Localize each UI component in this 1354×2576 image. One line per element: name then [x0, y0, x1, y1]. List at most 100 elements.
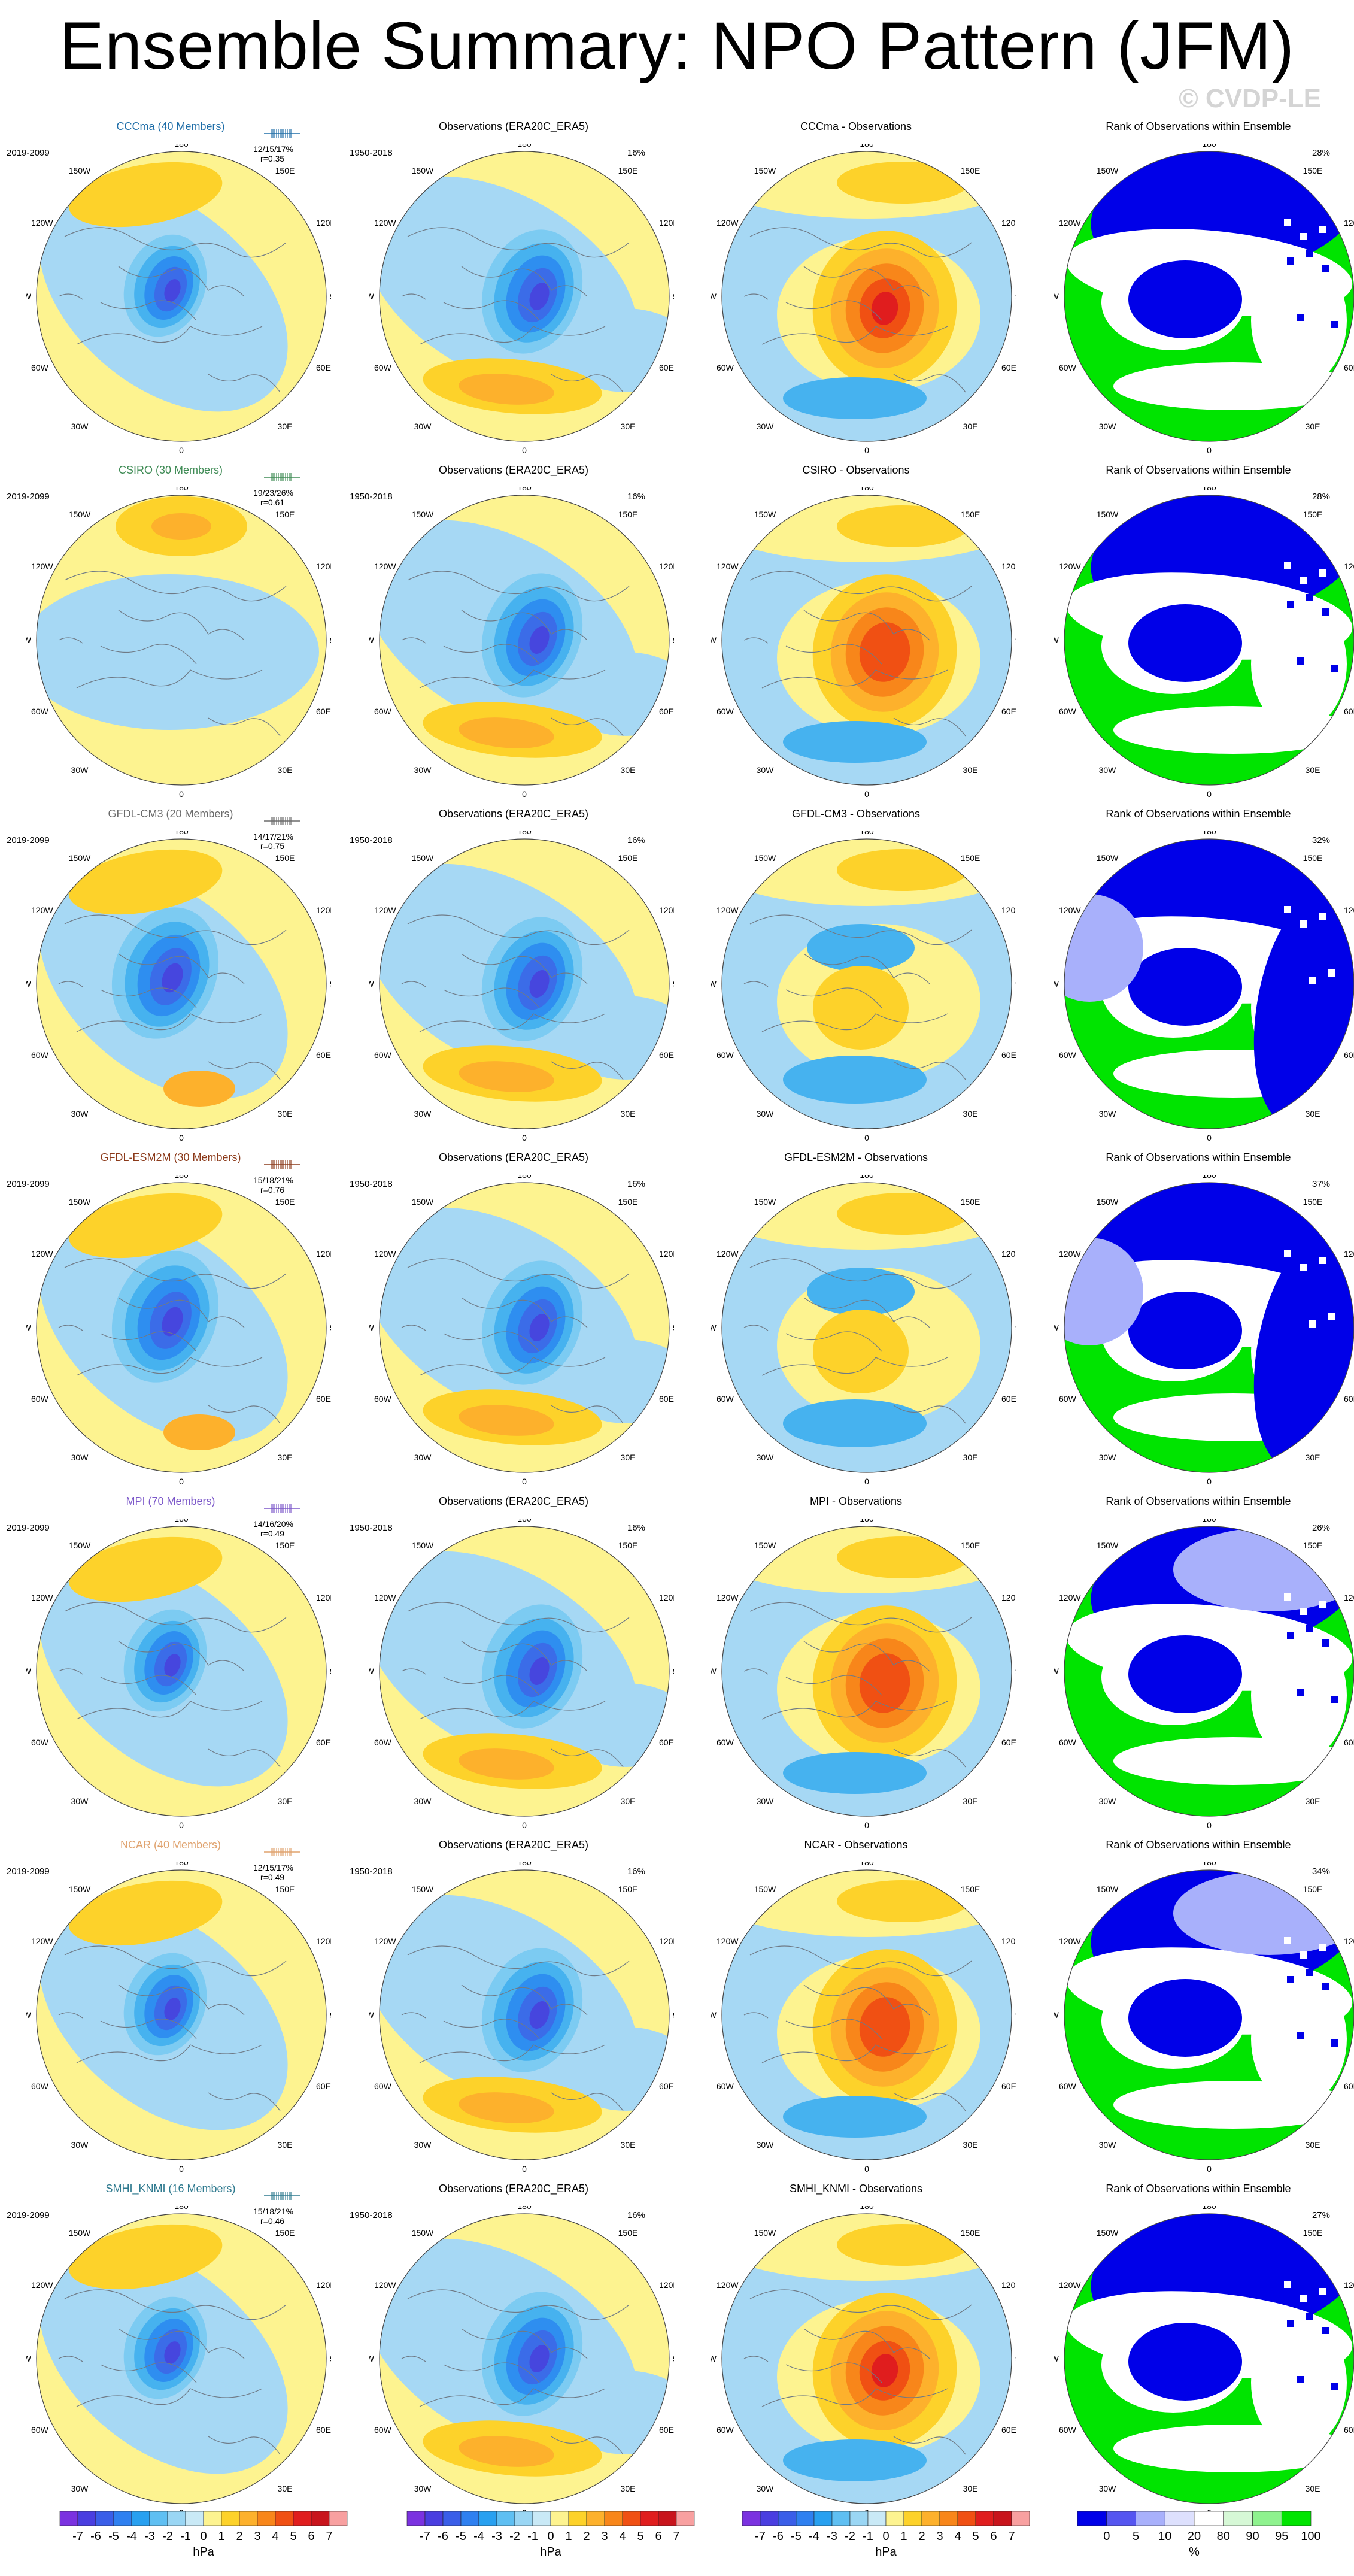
rank-cell: [1309, 1320, 1316, 1328]
panel-difference: NCAR - Observations 180 0 90W 90E 150W 150E 120…: [688, 1838, 1024, 2182]
map-label-upper_left: 150W: [69, 166, 91, 175]
coastline: [58, 2012, 83, 2019]
panel-rank: Rank of Observations within Ensemble 28% 1…: [1031, 463, 1354, 807]
colorbar-tick-label: 6: [655, 2530, 661, 2543]
map-label-top: 180: [860, 1862, 874, 1867]
rank-region: [1113, 2425, 1353, 2472]
map-label-lower_left: 30W: [414, 2140, 432, 2150]
map-label-upper_right: 150E: [275, 1541, 295, 1550]
low-contour: [164, 279, 181, 302]
map-label-mid_lower_right: 60E: [659, 2425, 674, 2435]
map-label-lower_right: 30E: [963, 765, 978, 775]
ensemble-spread-icon: [264, 473, 300, 481]
colorbar-swatch: [586, 2511, 605, 2526]
colorbar-tick-label: 4: [619, 2530, 626, 2543]
colorbar-swatch: [640, 2511, 659, 2526]
coastline: [401, 637, 426, 644]
colorbar-swatch: [676, 2511, 695, 2526]
rank-cell: [1300, 577, 1307, 584]
map-label-upper_right: 150E: [618, 510, 638, 519]
map-label-mid_upper_left: 120W: [31, 562, 53, 571]
map-label-upper_left: 150W: [412, 2228, 434, 2238]
panel-observations: Observations (ERA20C_ERA5) 1950-2018 16% 18…: [346, 2182, 681, 2526]
panel-rank: Rank of Observations within Ensemble 32% 1…: [1031, 807, 1354, 1151]
map-border: [36, 838, 327, 1129]
rank-cell: [1319, 913, 1326, 920]
coastline: [419, 2388, 606, 2407]
map-label-top: 180: [174, 1519, 189, 1523]
high-contour: [68, 2224, 223, 2290]
map-label-mid_upper_left: 120W: [1059, 1249, 1081, 1259]
rank-cell: [1306, 1969, 1313, 1976]
rank-region: [1128, 1635, 1242, 1713]
map-label-upper_left: 150W: [412, 510, 434, 519]
rank-cell: [1328, 282, 1335, 289]
map-label-right: 90E: [330, 292, 331, 301]
high-contour: [68, 849, 223, 915]
rank-cell: [1331, 321, 1338, 328]
colorbar-tick-label: 0: [1103, 2530, 1110, 2543]
map-border: [36, 495, 327, 786]
colorbar-swatch: [813, 2511, 833, 2526]
map-label-mid_lower_left: 60W: [31, 2425, 49, 2435]
map-label-mid_lower_right: 60E: [1001, 2425, 1016, 2435]
coastline: [100, 987, 197, 1008]
map-label-upper_left: 150W: [69, 1884, 91, 1894]
coastline: [118, 2328, 245, 2359]
high-contour: [859, 622, 910, 682]
map-label-mid_upper_left: 120W: [374, 1936, 396, 1946]
map-border: [1064, 151, 1354, 442]
coastline: [443, 644, 540, 665]
low-contour: [783, 377, 927, 419]
model-variance-stats: 14/17/21%: [253, 832, 293, 841]
map-label-mid_upper_right: 120E: [1001, 2280, 1016, 2290]
coastline: [749, 571, 972, 602]
obs-title: Observations (ERA20C_ERA5): [438, 464, 589, 476]
panel-observations: Observations (ERA20C_ERA5) 1950-2018 16% 18…: [346, 1838, 681, 2182]
map-label-bottom: 0: [1207, 2164, 1212, 2174]
panel-model: GFDL-CM3 (20 Members) 2019-2099 14/17/21% r…: [3, 807, 338, 1151]
map-border: [379, 2213, 670, 2504]
coastline: [785, 987, 882, 1008]
colorbar-tick-label: 5: [972, 2530, 979, 2543]
rank-percent: 32%: [1312, 835, 1330, 845]
rank-cell: [1331, 1352, 1338, 1359]
map-label-top: 180: [174, 2206, 189, 2211]
coastline: [208, 1748, 281, 1768]
colorbar-tick-label: -7: [72, 2530, 83, 2543]
coastline: [64, 1945, 287, 1977]
coastline: [443, 2019, 540, 2039]
polar-map: 180 0 90W 90E 150W 150E 120W 120E 60W 60E 30W 30E: [369, 144, 674, 455]
coastline: [419, 1357, 606, 1376]
map-label-right: 90E: [673, 292, 674, 301]
model-variance-stats: 12/15/17%: [253, 144, 293, 154]
colorbar-swatch: [867, 2511, 887, 2526]
colorbar-swatch: [514, 2511, 533, 2526]
rank-cell: [1306, 938, 1313, 945]
map-label-mid_upper_right: 120E: [659, 905, 674, 915]
map-label-top: 180: [174, 144, 189, 149]
map-label-upper_right: 150E: [275, 510, 295, 519]
low-contour: [529, 2001, 550, 2029]
coastline: [761, 1701, 948, 1720]
obs-variance: 16%: [627, 835, 645, 845]
panel-observations: Observations (ERA20C_ERA5) 1950-2018 16% 18…: [346, 1151, 681, 1495]
low-contour: [783, 1399, 927, 1447]
high-contour: [68, 162, 223, 228]
map-label-mid_upper_left: 120W: [31, 2280, 53, 2290]
map-border: [1064, 1182, 1354, 1473]
rank-cell: [1287, 601, 1294, 608]
rank-cell: [1287, 1289, 1294, 1296]
map-label-upper_right: 150E: [961, 2228, 980, 2238]
map-label-mid_upper_left: 120W: [1059, 562, 1081, 571]
colorbar-tick-label: 80: [1217, 2530, 1230, 2543]
map-label-upper_right: 150E: [1303, 1541, 1323, 1550]
map-label-lower_right: 30E: [621, 2484, 636, 2493]
rank-cell: [1322, 1983, 1329, 1990]
rank-cell: [1284, 1937, 1291, 1944]
map-label-top: 180: [517, 144, 532, 149]
map-label-top: 180: [174, 487, 189, 492]
high-contour: [837, 2224, 969, 2266]
map-label-top: 180: [517, 1175, 532, 1180]
panel-difference: MPI - Observations 180 0 90W 90E 150W 150E 120W…: [688, 1495, 1024, 1838]
